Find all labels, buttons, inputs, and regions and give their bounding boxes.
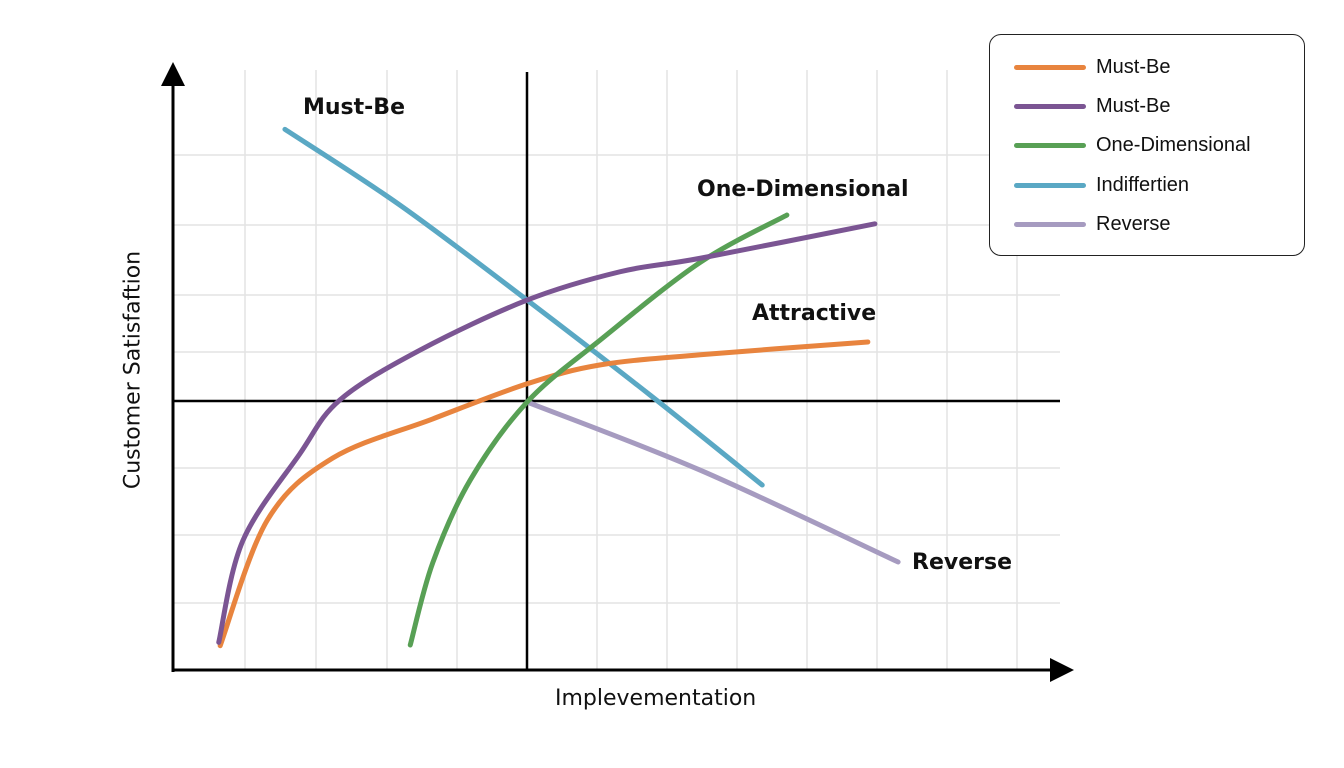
legend-swatch (1014, 103, 1086, 109)
legend-label: One-Dimensional (1096, 133, 1251, 156)
legend-swatch (1014, 182, 1086, 188)
legend-swatch (1014, 64, 1086, 70)
y-axis-label: Customer Satisfaftion (120, 250, 146, 490)
series-line-reverse-4 (524, 399, 901, 565)
legend-label: Indiffertien (1096, 173, 1190, 196)
legend-item: Indiffertien (1014, 170, 1189, 200)
series-line-must-be-0 (217, 339, 871, 649)
series-line-one-dimensional-2 (407, 212, 790, 648)
annotation-reverse: Reverse (912, 550, 1012, 575)
x-axis-arrow-icon (1050, 658, 1074, 682)
legend-item: Reverse (1014, 209, 1170, 239)
annotation-must-be: Must-Be (303, 95, 405, 120)
y-axis-arrow-icon (161, 62, 185, 86)
series-lines (216, 126, 901, 649)
legend-label: Must-Be (1096, 55, 1171, 78)
legend-label: Must-Be (1096, 94, 1171, 117)
series-line-indiffertien-3 (282, 126, 765, 488)
legend-item: Must-Be (1014, 91, 1170, 121)
legend-swatch (1014, 142, 1086, 148)
series-line-must-be-1 (216, 221, 878, 645)
legend: Must-Be Must-Be One-Dimensional Indiffer… (989, 34, 1305, 256)
axes (161, 62, 1074, 682)
legend-label: Reverse (1096, 212, 1171, 235)
legend-item: Must-Be (1014, 52, 1170, 82)
annotation-one-dimensional: One-Dimensional (697, 177, 909, 202)
legend-swatch (1014, 221, 1086, 227)
x-axis-label: Implevementation (555, 686, 757, 711)
annotation-attractive: Attractive (752, 301, 877, 326)
legend-item: One-Dimensional (1014, 130, 1251, 160)
